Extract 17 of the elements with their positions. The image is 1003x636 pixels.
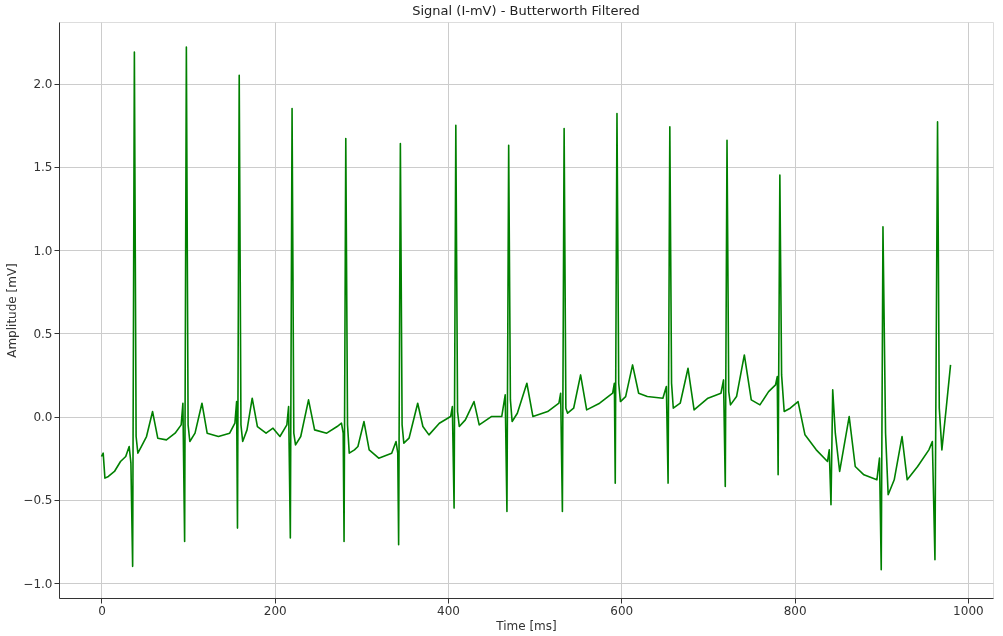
- y-tick-label: 0.5: [33, 326, 53, 341]
- x-axis-title: Time [ms]: [495, 618, 557, 633]
- y-tick-label: −0.5: [23, 493, 53, 508]
- y-tick-label: −1.0: [23, 576, 53, 591]
- y-tick-label: 1.5: [33, 160, 53, 175]
- x-tick-label: 800: [783, 603, 807, 618]
- x-tick-label: 1000: [953, 603, 984, 618]
- x-tick-label: 200: [263, 603, 287, 618]
- y-tick-label: 2.0: [33, 77, 53, 92]
- line-series: [100, 46, 952, 571]
- y-tick-label: 0.0: [33, 410, 53, 425]
- x-tick-label: 600: [610, 603, 634, 618]
- x-tick-label: 400: [437, 603, 460, 618]
- chart-title: Signal (I-mV) - Butterworth Filtered: [412, 3, 640, 18]
- y-axis-title: Amplitude [mV]: [5, 263, 20, 358]
- y-tick-label: 1.0: [33, 243, 53, 258]
- x-tick-label: 0: [98, 603, 106, 618]
